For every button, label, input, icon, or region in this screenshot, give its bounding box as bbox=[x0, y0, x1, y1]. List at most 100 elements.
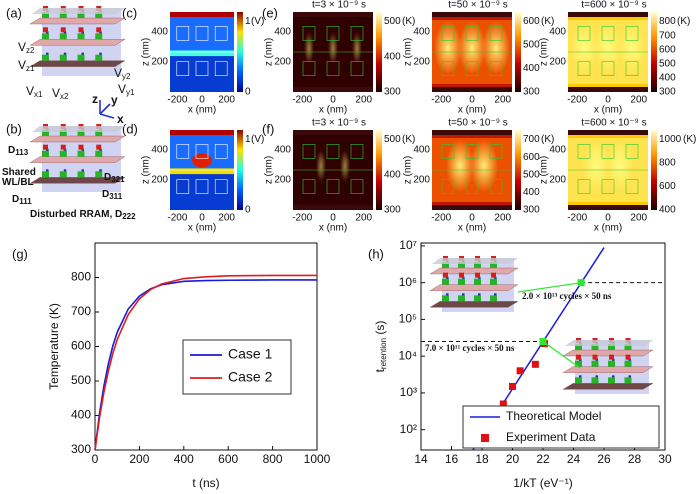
x-axis-label: x (nm) bbox=[319, 105, 347, 116]
x-tick-label: 0 bbox=[330, 213, 336, 224]
y-tick-label: 400 bbox=[71, 408, 91, 422]
device-outline bbox=[195, 26, 209, 41]
device-outline bbox=[176, 179, 190, 194]
device-label-main: Shared bbox=[2, 167, 36, 178]
x-tick-label: 0 bbox=[605, 213, 611, 224]
cell-green bbox=[95, 130, 103, 136]
cell-red bbox=[475, 272, 480, 278]
panel-label: (f) bbox=[262, 121, 274, 136]
legend-box bbox=[182, 339, 292, 395]
electrode-bar bbox=[562, 349, 654, 357]
terminal-label-sub: x1 bbox=[34, 90, 43, 99]
x-tick-label: 200 bbox=[630, 213, 647, 224]
y-tick-label: 200 bbox=[413, 56, 430, 67]
cell-red bbox=[609, 354, 614, 360]
device-outline bbox=[350, 179, 364, 194]
y-axis-label-sub: retention bbox=[379, 338, 388, 369]
panel-label: (d) bbox=[122, 121, 138, 136]
x-tick-label: 0 bbox=[605, 95, 611, 106]
annotation-text: 2.0 × 10¹³ cycles × 50 ns bbox=[522, 291, 612, 301]
device-label: Disturbed RRAM, D222 bbox=[30, 209, 136, 221]
device-outline bbox=[176, 26, 190, 41]
cell-red bbox=[443, 272, 448, 278]
device-outline bbox=[176, 61, 190, 76]
data-point bbox=[516, 367, 524, 375]
y-axis-label: z (nm) bbox=[141, 38, 152, 66]
colorbar-tick-label: 1 bbox=[245, 134, 251, 145]
legend-swatch bbox=[481, 434, 489, 442]
cell-red bbox=[78, 144, 84, 150]
colorbar-tick-label: 400 bbox=[523, 187, 540, 198]
device-label: Shared bbox=[2, 167, 36, 178]
hot-spot bbox=[352, 32, 362, 64]
terminal-label: Vx2 bbox=[52, 86, 69, 101]
device-outline bbox=[195, 61, 209, 76]
terminal-label-sub: x2 bbox=[60, 92, 69, 101]
cell-green bbox=[591, 360, 599, 367]
y-tick-label: 800 bbox=[71, 270, 91, 284]
device-label-main: D bbox=[102, 189, 109, 200]
panel-label: (b) bbox=[6, 121, 22, 136]
electrode-dark bbox=[568, 205, 648, 210]
highlight-point bbox=[577, 279, 585, 287]
y-tick-label: 200 bbox=[274, 56, 291, 67]
cell-green bbox=[575, 344, 582, 350]
electrode-bar bbox=[429, 301, 519, 308]
device-label-sub: 111 bbox=[19, 197, 32, 206]
hot-spot bbox=[582, 140, 610, 192]
colorbar-unit: (K) bbox=[541, 16, 554, 27]
legend-label: Case 1 bbox=[228, 346, 273, 362]
x-tick-label: -200 bbox=[431, 213, 451, 224]
colorbar-tick-label: 400 bbox=[384, 169, 401, 180]
data-point bbox=[499, 400, 507, 408]
map-title: t=600 × 10⁻⁹ s bbox=[581, 0, 646, 11]
device-outline bbox=[195, 144, 209, 159]
device-outline bbox=[489, 144, 503, 159]
device-label: D311 bbox=[102, 189, 123, 201]
cell-green bbox=[95, 33, 103, 40]
device-outline bbox=[601, 61, 615, 76]
cell-green bbox=[42, 150, 49, 157]
colorbar-tick-label: 300 bbox=[523, 87, 540, 98]
x-tick-label: 200 bbox=[218, 213, 235, 224]
cell-green bbox=[624, 360, 632, 367]
electrode-dark bbox=[432, 130, 512, 135]
hot-spot bbox=[304, 32, 314, 64]
terminal-label-sub: y2 bbox=[122, 72, 131, 81]
electrode-bar bbox=[29, 135, 126, 143]
cell-green bbox=[77, 33, 85, 40]
series-line bbox=[94, 274, 317, 451]
cell-green bbox=[95, 54, 103, 61]
cell-red bbox=[43, 27, 48, 33]
cell-red bbox=[625, 354, 631, 360]
x-tick-label: -200 bbox=[292, 213, 312, 224]
device-outline bbox=[625, 144, 639, 159]
map-title: t=3 × 10⁻⁹ s bbox=[312, 118, 366, 129]
device-outline bbox=[195, 179, 209, 194]
hot-spot bbox=[328, 32, 338, 64]
colorbar-tick-label: 800 bbox=[659, 158, 676, 169]
electrode-dark bbox=[568, 130, 648, 135]
colorbar-tick-label: 400 bbox=[384, 51, 401, 62]
cell-green bbox=[624, 377, 632, 384]
electrode-bar bbox=[29, 17, 126, 25]
colorbar-tick-label: 1 bbox=[245, 16, 251, 27]
y-tick-label: 400 bbox=[413, 26, 430, 37]
electrode-dark bbox=[293, 130, 373, 135]
device-outline bbox=[441, 179, 455, 194]
cell-green bbox=[490, 262, 497, 268]
colorbar-tick-label: 500 bbox=[523, 169, 540, 180]
cell-green bbox=[59, 33, 67, 40]
x-tick-label: -200 bbox=[431, 95, 451, 106]
electrode-bar bbox=[29, 177, 126, 184]
x-tick-label: 200 bbox=[630, 95, 647, 106]
device-label: WL/BL bbox=[2, 177, 34, 188]
potential-hot bbox=[192, 153, 212, 168]
cell-green bbox=[77, 130, 85, 136]
y-tick-label: 400 bbox=[274, 144, 291, 155]
y-tick-label: 500 bbox=[71, 373, 91, 387]
colorbar-tick-label: 500 bbox=[523, 40, 540, 51]
device-outline bbox=[625, 26, 639, 41]
cell-green bbox=[77, 54, 85, 61]
